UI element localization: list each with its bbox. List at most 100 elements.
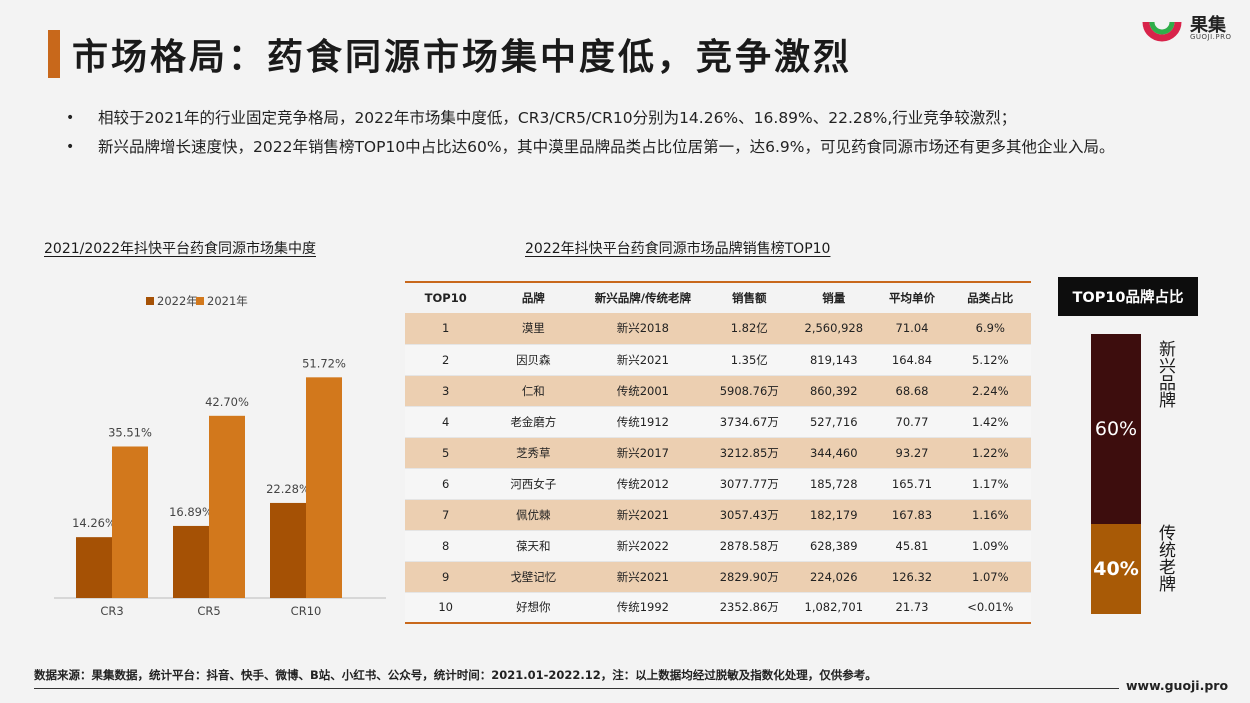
table-cell: 因贝森 — [516, 352, 551, 367]
table-cell: 1.09% — [972, 538, 1009, 553]
old-brand-share-bar: 40% — [1091, 524, 1141, 614]
concentration-bar-chart: 2022年 2021年 14.26% 35.51% CR3 16.89% 42.70% CR5… — [54, 294, 386, 618]
table-cell: 3734.67万 — [719, 414, 779, 429]
bullet-item: 新兴品牌增长速度快，2022年销售榜TOP10中占比达60%，其中漠里品牌品类占… — [66, 133, 1196, 162]
table-cell: 70.77 — [895, 414, 929, 429]
table-row: 2 因贝森 新兴2021 1.35亿 819,143 164.84 5.12% — [405, 344, 1031, 375]
bar-value-label: 51.72% — [302, 356, 346, 370]
table-cell: 5.12% — [972, 352, 1009, 367]
table-cell: 传统1992 — [616, 600, 669, 615]
bar — [209, 415, 245, 598]
bar-value-label: 16.89% — [169, 505, 213, 519]
concentration-chart-title: 2021/2022年抖快平台药食同源市场集中度 — [44, 241, 316, 257]
logo-text: 果集 — [1190, 15, 1226, 36]
table-header-cell: 销量 — [822, 291, 846, 305]
table-cell: 71.04 — [895, 321, 929, 336]
table-cell: 佩优棘 — [516, 507, 551, 522]
table-row: 1 漠里 新兴2018 1.82亿 2,560,928 71.04 6.9% — [405, 313, 1031, 344]
table-cell: 1.07% — [972, 569, 1009, 584]
table-cell: 3212.85万 — [719, 445, 779, 460]
table-header-cell: 新兴品牌/传统老牌 — [594, 291, 691, 305]
new-brand-share-bar: 60% — [1091, 334, 1141, 524]
title-accent-bar — [48, 30, 60, 78]
table-header-row: TOP10 品牌 新兴品牌/传统老牌 销售额 销量 平均单价 品类占比 — [405, 282, 1031, 313]
table-cell: 1.22% — [972, 445, 1009, 460]
table-cell: 传统2012 — [616, 476, 669, 491]
bar-value-label: 22.28% — [266, 482, 310, 496]
table-cell: 河西女子 — [510, 476, 557, 491]
table-cell: 2878.58万 — [719, 538, 779, 553]
table-cell: 1,082,701 — [804, 600, 864, 615]
bar-value-label: 14.26% — [72, 516, 116, 530]
top10-brand-table: TOP10 品牌 新兴品牌/传统老牌 销售额 销量 平均单价 品类占比 1 漠里 新兴2018 1… — [405, 281, 1031, 624]
table-cell: 527,716 — [809, 414, 858, 429]
data-source-note: 数据来源：果集数据，统计平台：抖音、快手、微博、B站、小红书、公众号，统计时间：… — [34, 668, 877, 682]
table-cell: 9 — [442, 569, 450, 584]
x-tick-label: CR10 — [291, 604, 322, 618]
table-cell: 新兴2022 — [616, 538, 669, 553]
guoji-logo-icon — [1142, 21, 1182, 42]
table-cell: 2.24% — [972, 383, 1009, 398]
table-cell: 3077.77万 — [719, 476, 779, 491]
table-row: 6 河西女子 传统2012 3077.77万 185,728 165.71 1.17% — [405, 468, 1031, 499]
new-brand-label: 新兴品牌 — [1155, 340, 1175, 408]
table-row: 5 芝秀草 新兴2017 3212.85万 344,460 93.27 1.22% — [405, 437, 1031, 468]
bar-value-label: 42.70% — [205, 395, 249, 409]
table-cell: 628,389 — [809, 538, 858, 553]
table-cell: 2 — [442, 352, 450, 367]
table-cell: 2352.86万 — [719, 600, 779, 615]
table-cell: 新兴2021 — [616, 507, 669, 522]
bar — [270, 502, 306, 598]
table-cell: 戈壁记忆 — [510, 569, 557, 584]
legend-swatch — [146, 297, 154, 305]
table-cell: 819,143 — [809, 352, 858, 367]
table-cell: 新兴2017 — [616, 445, 669, 460]
table-cell: 185,728 — [809, 476, 858, 491]
table-cell: 860,392 — [809, 383, 858, 398]
table-cell: 1 — [442, 321, 450, 336]
table-header-cell: TOP10 — [424, 291, 467, 305]
table-cell: 182,179 — [809, 507, 858, 522]
table-cell: 芝秀草 — [516, 445, 551, 460]
x-tick-label: CR5 — [197, 604, 220, 618]
table-cell: 1.82亿 — [730, 321, 768, 336]
bar — [76, 537, 112, 598]
table-cell: 1.35亿 — [730, 352, 768, 367]
table-header-cell: 品牌 — [521, 291, 545, 305]
table-cell: 6 — [442, 476, 450, 491]
table-cell: 老金磨方 — [510, 414, 557, 429]
x-tick-label: CR3 — [100, 604, 123, 618]
table-cell: 2,560,928 — [804, 321, 864, 336]
bar-value-label: 35.51% — [108, 425, 152, 439]
table-row: 8 葆天和 新兴2022 2878.58万 628,389 45.81 1.09% — [405, 530, 1031, 561]
old-brand-label: 传统老牌 — [1155, 524, 1175, 592]
legend-swatch — [196, 297, 204, 305]
bar — [173, 525, 209, 598]
page-title: 市场格局：药食同源市场集中度低，竞争激烈 — [72, 37, 853, 78]
table-cell: 新兴2021 — [616, 569, 669, 584]
table-cell: 4 — [442, 414, 450, 429]
table-cell: 5908.76万 — [719, 383, 779, 398]
table-row: 3 仁和 传统2001 5908.76万 860,392 68.68 2.24% — [405, 375, 1031, 406]
top10-table-title: 2022年抖快平台药食同源市场品牌销售榜TOP10 — [525, 241, 831, 257]
table-cell: <0.01% — [967, 600, 1014, 615]
bar — [112, 446, 148, 598]
table-cell: 1.16% — [972, 507, 1009, 522]
table-cell: 224,026 — [809, 569, 858, 584]
table-row: 7 佩优棘 新兴2021 3057.43万 182,179 167.83 1.16% — [405, 499, 1031, 530]
logo-subtext: GUOJI.PRO — [1190, 33, 1232, 41]
table-cell: 仁和 — [521, 383, 545, 398]
table-cell: 167.83 — [891, 507, 933, 522]
table-cell: 3057.43万 — [719, 507, 779, 522]
table-cell: 165.71 — [891, 476, 933, 491]
table-row: 4 老金磨方 传统1912 3734.67万 527,716 70.77 1.42% — [405, 406, 1031, 437]
summary-bullets: 相较于2021年的行业固定竞争格局，2022年市场集中度低，CR3/CR5/CR… — [66, 104, 1196, 162]
table-cell: 126.32 — [891, 569, 933, 584]
table-cell: 344,460 — [809, 445, 858, 460]
table-cell: 新兴2018 — [616, 321, 669, 336]
table-cell: 21.73 — [895, 600, 929, 615]
table-cell: 10 — [438, 600, 453, 615]
table-cell: 好想你 — [516, 600, 551, 615]
table-cell: 葆天和 — [516, 538, 551, 553]
table-cell: 5 — [442, 445, 450, 460]
